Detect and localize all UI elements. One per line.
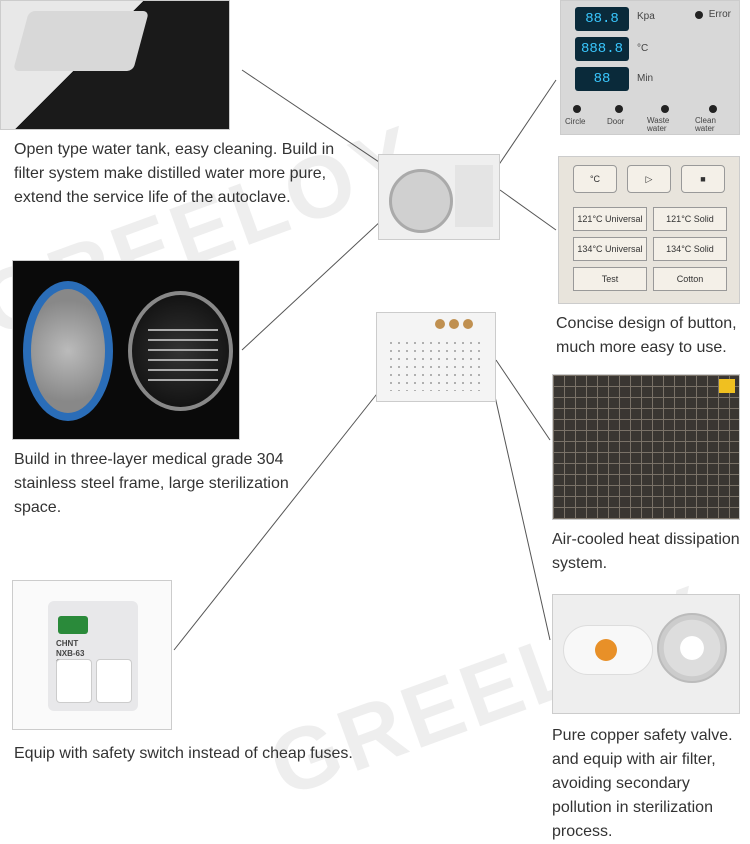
buttons-caption: Concise design of button, much more easy… xyxy=(556,312,746,360)
water-tank-photo xyxy=(0,0,230,130)
switch-caption: Equip with safety switch instead of chea… xyxy=(14,742,394,766)
autoclave-back-photo xyxy=(376,312,496,402)
valve-caption: Pure copper safety valve. and equip with… xyxy=(552,724,750,844)
chamber-caption: Build in three-layer medical grade 304 s… xyxy=(14,448,314,520)
water-tank-caption: Open type water tank, easy cleaning. Bui… xyxy=(14,138,344,210)
display-panel-photo: 88.8 888.8 88 Kpa °C Min Error Circle Do… xyxy=(560,0,740,135)
safety-switch-photo: CHNTNXB-63 C10400V~ 50Hz 6000A xyxy=(12,580,172,730)
button-panel-photo: °C ▷ ■ 121°C Universal 121°C Solid 134°C… xyxy=(558,156,740,304)
mesh-caption: Air-cooled heat dissipation system. xyxy=(552,528,750,576)
heat-dissipation-photo xyxy=(552,374,740,520)
autoclave-front-photo xyxy=(378,154,500,240)
safety-valve-photo xyxy=(552,594,740,714)
chamber-photo xyxy=(12,260,240,440)
